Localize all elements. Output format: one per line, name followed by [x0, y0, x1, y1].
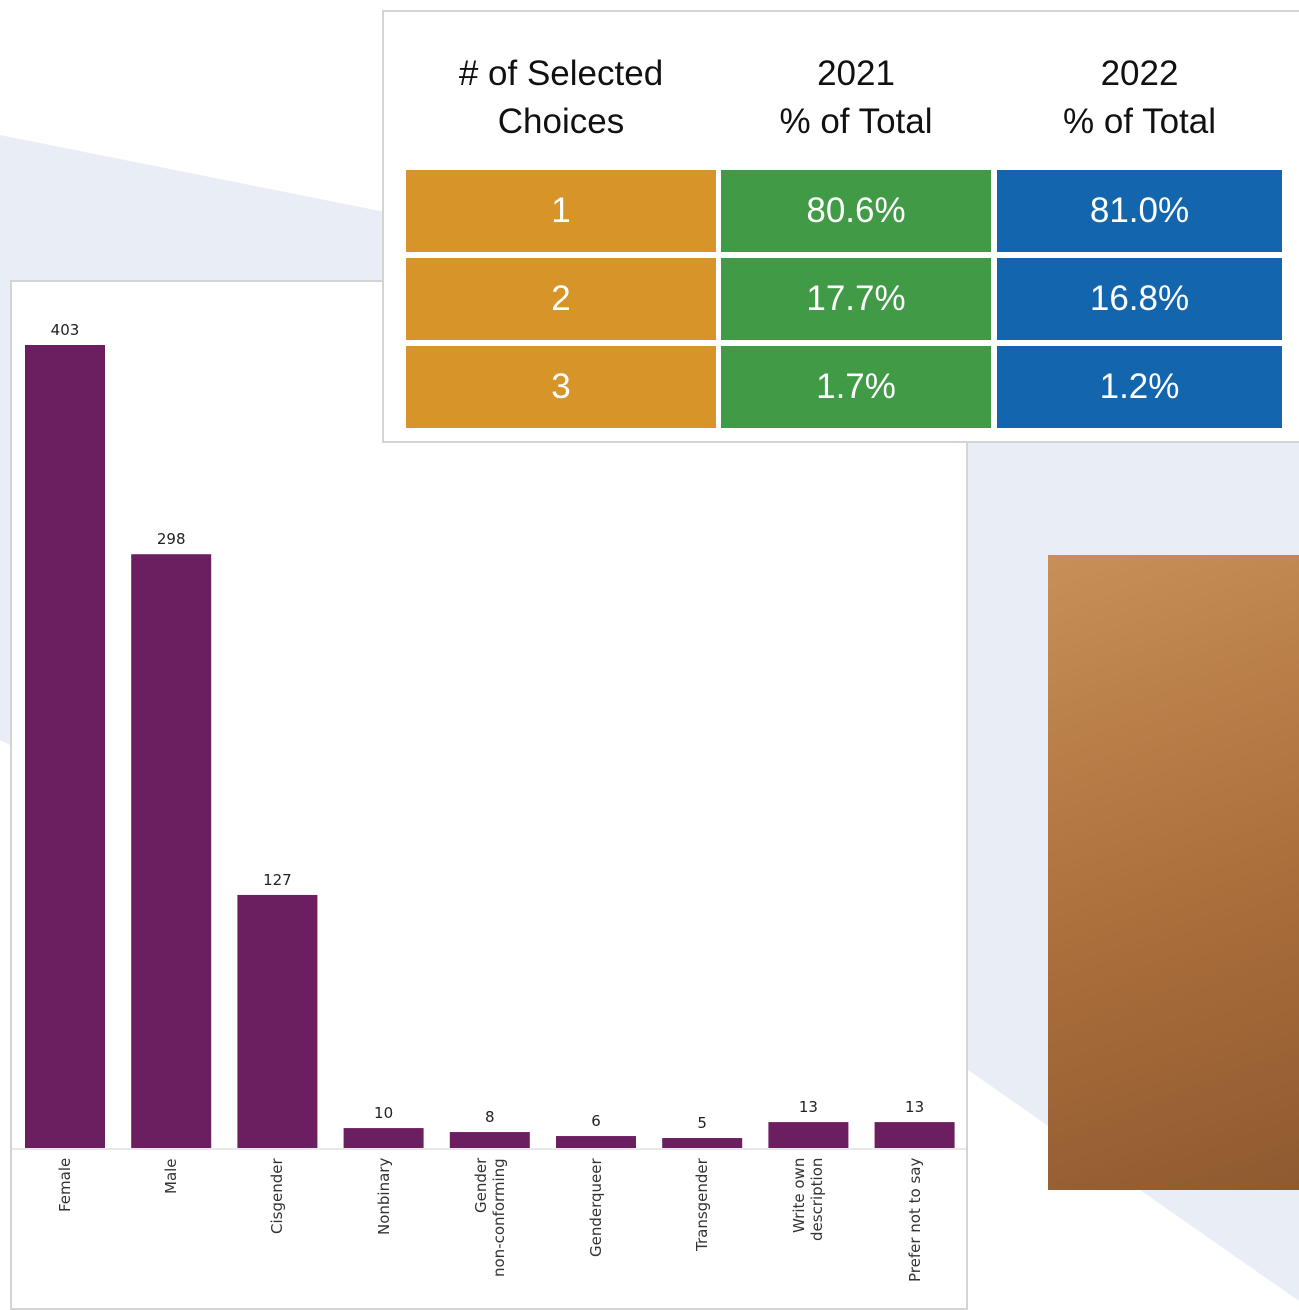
x-tick-label: Nonbinary: [374, 1158, 393, 1236]
table-cell: 3: [406, 346, 716, 428]
bar: [768, 1122, 849, 1148]
bar: [25, 345, 105, 1148]
table-cell: 16.8%: [997, 258, 1282, 340]
table-cell: 2: [406, 258, 716, 340]
bar: [449, 1132, 530, 1148]
x-tick-label: Genderqueer: [587, 1158, 605, 1257]
bar: [343, 1128, 424, 1148]
x-tick-label: Male: [162, 1158, 181, 1194]
column-header: 2022 % of Total: [1062, 54, 1217, 141]
table-cell: 17.7%: [721, 258, 991, 340]
value-label: 13: [799, 1098, 818, 1116]
value-label: 13: [905, 1098, 924, 1116]
bar: [237, 894, 318, 1148]
table-cell: 1.2%: [997, 346, 1282, 428]
background-shape: [0, 280, 10, 745]
value-label: 6: [591, 1112, 601, 1130]
value-label: 403: [51, 321, 80, 339]
x-tick-label: Transgender: [693, 1158, 712, 1251]
bar: [662, 1138, 743, 1148]
table-cell: 81.0%: [997, 170, 1282, 252]
value-label: 5: [697, 1114, 707, 1132]
table-cell: 1: [406, 170, 716, 252]
table-cell: 1.7%: [721, 346, 991, 428]
value-label: 10: [374, 1104, 393, 1122]
x-tick-label: Prefer not to say: [905, 1158, 924, 1283]
bar: [556, 1136, 636, 1148]
bar: [131, 554, 212, 1148]
x-tick-label: Write own description: [790, 1158, 827, 1242]
column-header: 2021 % of Total: [779, 54, 933, 141]
photo: [1048, 555, 1299, 1190]
column-header: # of Selected Choices: [458, 54, 664, 141]
bar: [874, 1122, 955, 1148]
table-cell: 80.6%: [721, 170, 991, 252]
value-label: 298: [157, 530, 186, 548]
value-label: 8: [485, 1108, 495, 1126]
value-label: 127: [263, 871, 292, 889]
background-shape: [0, 135, 400, 280]
x-tick-label: Gender non-conforming: [471, 1158, 508, 1277]
x-tick-label: Female: [56, 1158, 74, 1213]
x-tick-label: Cisgender: [268, 1158, 287, 1234]
